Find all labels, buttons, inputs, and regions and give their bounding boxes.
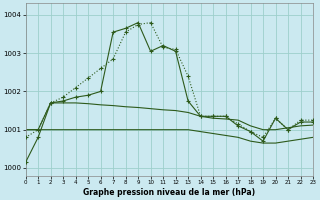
X-axis label: Graphe pression niveau de la mer (hPa): Graphe pression niveau de la mer (hPa) — [83, 188, 255, 197]
